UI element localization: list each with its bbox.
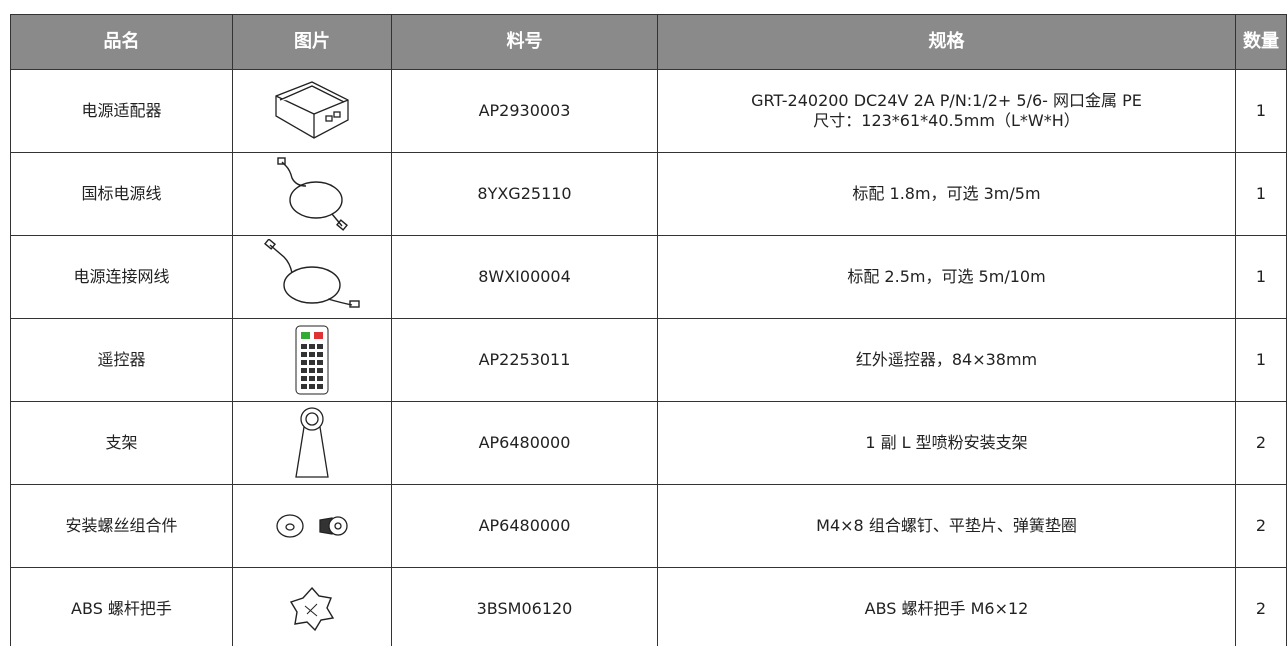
spec-cell: 1 副 L 型喷粉安装支架	[658, 402, 1236, 485]
item-name: 国标电源线	[81, 184, 162, 203]
item-name: 遥控器	[97, 350, 146, 369]
spec-line: 红外遥控器，84×38mm	[855, 350, 1038, 369]
item-icon	[275, 81, 349, 139]
image-cell	[233, 70, 392, 153]
item-icon	[289, 586, 335, 632]
qty-cell: 1	[1236, 153, 1287, 236]
image-cell	[233, 236, 392, 319]
qty-cell: 1	[1236, 319, 1287, 402]
part-cell: AP2253011	[392, 319, 658, 402]
name-cell: 电源适配器	[10, 70, 233, 153]
quantity: 1	[1255, 101, 1267, 120]
quantity: 1	[1255, 184, 1267, 203]
item-icon	[276, 514, 348, 538]
item-icon	[295, 407, 329, 478]
item-name: 电源连接网线	[73, 267, 170, 286]
header-cell: 料号	[392, 14, 658, 70]
spec-cell: 标配 2.5m，可选 5m/10m	[658, 236, 1236, 319]
spec-line: 1 副 L 型喷粉安装支架	[865, 433, 1028, 452]
header-text: 规格	[928, 31, 965, 52]
name-cell: ABS 螺杆把手	[10, 568, 233, 646]
item-icon	[277, 157, 348, 231]
name-cell: 遥控器	[10, 319, 233, 402]
part-number: 3BSM06120	[476, 599, 573, 618]
image-cell	[233, 319, 392, 402]
part-number: 8YXG25110	[477, 184, 572, 203]
image-cell	[233, 153, 392, 236]
quantity: 2	[1255, 516, 1267, 535]
spec-cell: ABS 螺杆把手 M6×12	[658, 568, 1236, 646]
item-name: ABS 螺杆把手	[71, 599, 172, 618]
header-text: 数量	[1243, 31, 1279, 52]
image-cell	[233, 485, 392, 568]
item-icon	[264, 239, 360, 308]
item-name: 支架	[105, 433, 138, 452]
spec-line: M4×8 组合螺钉、平垫片、弹簧垫圈	[816, 516, 1077, 535]
part-number: AP6480000	[478, 433, 571, 452]
header-text: 料号	[506, 31, 543, 52]
name-cell: 电源连接网线	[10, 236, 233, 319]
header-cell: 图片	[233, 14, 392, 70]
part-cell: AP6480000	[392, 485, 658, 568]
item-name: 安装螺丝组合件	[65, 516, 178, 535]
qty-cell: 2	[1236, 485, 1287, 568]
name-cell: 安装螺丝组合件	[10, 485, 233, 568]
qty-cell: 1	[1236, 236, 1287, 319]
header-cell: 品名	[10, 14, 233, 70]
spec-cell: 标配 1.8m，可选 3m/5m	[658, 153, 1236, 236]
spec-cell: GRT-240200 DC24V 2A P/N:1/2+ 5/6- 网口金属 P…	[658, 70, 1236, 153]
spec-cell: 红外遥控器，84×38mm	[658, 319, 1236, 402]
part-cell: AP2930003	[392, 70, 658, 153]
part-number: AP2253011	[478, 350, 571, 369]
spec-line: GRT-240200 DC24V 2A P/N:1/2+ 5/6- 网口金属 P…	[751, 91, 1142, 110]
image-cell	[233, 568, 392, 646]
part-cell: 8YXG25110	[392, 153, 658, 236]
spec-line: 标配 1.8m，可选 3m/5m	[852, 184, 1041, 203]
name-cell: 国标电源线	[10, 153, 233, 236]
part-cell: AP6480000	[392, 402, 658, 485]
part-number: 8WXI00004	[478, 267, 571, 286]
image-cell	[233, 402, 392, 485]
header-text: 品名	[103, 31, 140, 52]
part-cell: 3BSM06120	[392, 568, 658, 646]
spec-cell: M4×8 组合螺钉、平垫片、弹簧垫圈	[658, 485, 1236, 568]
name-cell: 支架	[10, 402, 233, 485]
qty-cell: 2	[1236, 568, 1287, 646]
quantity: 2	[1255, 433, 1267, 452]
qty-cell: 2	[1236, 402, 1287, 485]
spec-line: 尺寸：123*61*40.5mm（L*W*H）	[813, 111, 1080, 130]
quantity: 1	[1255, 267, 1267, 286]
header-cell: 数量	[1236, 14, 1287, 70]
part-number: AP6480000	[478, 516, 571, 535]
header-text: 图片	[294, 31, 330, 52]
part-cell: 8WXI00004	[392, 236, 658, 319]
spec-line: ABS 螺杆把手 M6×12	[864, 599, 1029, 618]
spec-line: 标配 2.5m，可选 5m/10m	[847, 267, 1046, 286]
part-number: AP2930003	[478, 101, 571, 120]
item-name: 电源适配器	[81, 101, 162, 120]
item-icon	[295, 325, 329, 395]
header-cell: 规格	[658, 14, 1236, 70]
qty-cell: 1	[1236, 70, 1287, 153]
quantity: 2	[1255, 599, 1267, 618]
quantity: 1	[1255, 350, 1267, 369]
